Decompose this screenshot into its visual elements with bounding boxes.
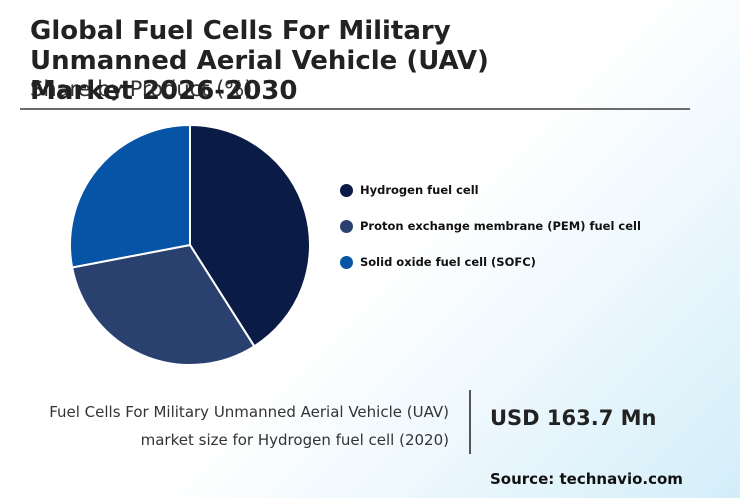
legend-label-hydrogen: Hydrogen fuel cell (360, 183, 479, 197)
legend-dot-hydrogen (340, 183, 353, 197)
legend-label-pem: Proton exchange membrane (PEM) fuel cell (360, 219, 641, 233)
chart-subtitle: Share by Product (%) (30, 77, 253, 101)
legend-dot-sofc (340, 255, 353, 269)
market-size-value: USD 163.7 Mn (490, 406, 657, 430)
title-divider (20, 108, 690, 110)
legend-item-hydrogen: Hydrogen fuel cell (340, 172, 641, 208)
source-credit: Source: technavio.com (490, 470, 683, 488)
description-line-1: Fuel Cells For Military Unmanned Aerial … (49, 403, 449, 421)
legend-item-pem: Proton exchange membrane (PEM) fuel cell (340, 208, 641, 244)
legend: Hydrogen fuel cell Proton exchange membr… (340, 172, 641, 280)
pie-slices (69, 123, 311, 366)
description-line-2: market size for Hydrogen fuel cell (2020… (140, 431, 449, 449)
market-size-description: Fuel Cells For Military Unmanned Aerial … (9, 398, 449, 454)
pie-slice-sofc (69, 123, 191, 269)
chart-title: Global Fuel Cells For Military Unmanned … (30, 16, 489, 106)
legend-label-sofc: Solid oxide fuel cell (SOFC) (360, 255, 536, 269)
legend-dot-pem (340, 219, 353, 233)
legend-item-sofc: Solid oxide fuel cell (SOFC) (340, 244, 641, 280)
pie-slice-pem (70, 243, 256, 366)
stat-divider (469, 390, 471, 454)
